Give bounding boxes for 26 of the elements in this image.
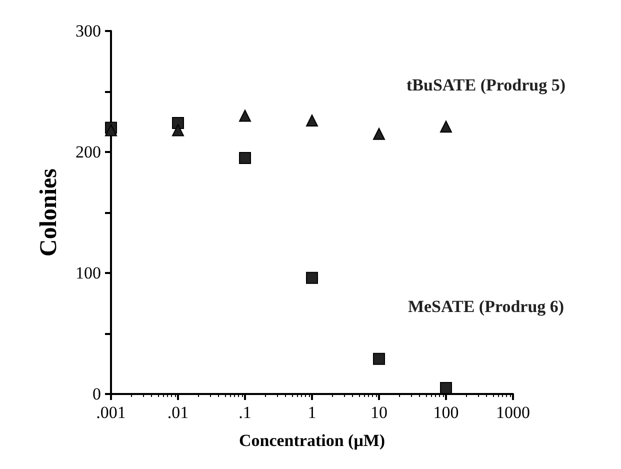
- point: [306, 272, 318, 284]
- point: [440, 382, 452, 394]
- point: [373, 352, 385, 365]
- y-tick-label: 300: [76, 22, 101, 40]
- point: [172, 116, 184, 129]
- x-tick-label: .1: [238, 403, 252, 422]
- x-axis-title: Concentration (μM): [238, 431, 386, 450]
- point: [239, 110, 251, 122]
- x-tick-label: 1000: [496, 403, 530, 422]
- point: [306, 114, 318, 127]
- x-tick-label: 1: [308, 403, 316, 422]
- text: tBuSATE (Prodrug 5): [406, 76, 566, 95]
- y-tick-label: 100: [76, 264, 101, 282]
- point: [172, 124, 184, 136]
- y-axis-title: Colonies: [36, 168, 62, 257]
- x-tick-label: .001: [96, 403, 126, 422]
- x-tick-label: 100: [433, 403, 459, 422]
- x-tick-label: .01: [167, 403, 189, 422]
- point: [373, 128, 385, 140]
- point: [239, 152, 251, 164]
- x-tick-label: 10: [370, 403, 388, 422]
- point: [105, 124, 117, 136]
- point: [440, 120, 452, 133]
- y-tick-label: 0: [92, 384, 101, 404]
- text: MeSATE (Prodrug 6): [408, 296, 564, 316]
- y-tick-label: 200: [76, 142, 101, 162]
